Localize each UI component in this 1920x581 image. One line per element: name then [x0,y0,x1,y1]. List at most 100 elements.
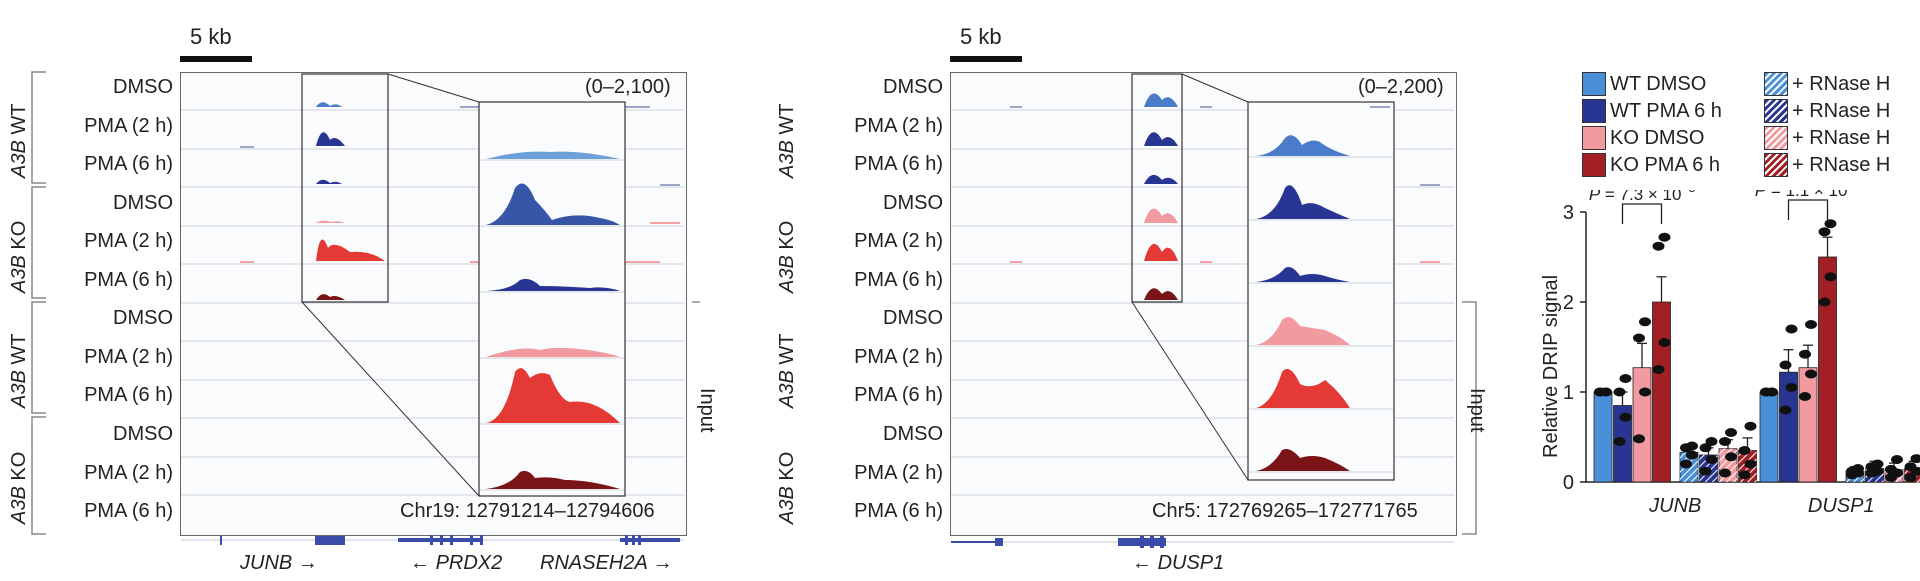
legend-swatch [1582,72,1606,96]
legend-swatch [1582,99,1606,123]
gene-label: JUNB → [240,552,318,574]
data-point [1658,232,1671,242]
data-point [1766,387,1778,397]
track-signal [1144,243,1178,261]
data-point [1619,412,1632,422]
track-label: PMA (6 h) [84,384,173,406]
left-arrow-icon: ← [1132,552,1152,574]
right-coordinate-label: Chr5: 172769265–172771765 [1152,500,1418,522]
x-category-label: JUNB [1648,495,1701,517]
data-point [1904,473,1917,482]
zoom-signal [1256,267,1350,282]
legend-item: WT PMA 6 h [1582,99,1722,123]
data-point [1738,446,1751,455]
data-point [1699,443,1712,453]
y-tick-label: 3 [1563,202,1574,224]
legend-item: KO PMA 6 h [1582,153,1720,177]
x-category-label: DUSP1 [1808,495,1875,517]
data-point [1744,459,1757,469]
track-label: PMA (6 h) [854,269,943,291]
gene-label: RNASEH2A → [540,552,673,574]
track-label: PMA (2 h) [854,462,943,484]
gene-label: ← PRDX2 [410,552,503,574]
data-point [1818,227,1831,237]
data-point [1805,320,1817,329]
data-point [1738,470,1751,480]
track-signal [316,220,345,223]
right-gene-track [951,536,1454,548]
legend-swatch [1764,99,1788,123]
p-value-label: P = 1.1 × 10−2 [1755,190,1862,200]
track-label: PMA (2 h) [84,115,173,137]
zoom-signal [486,470,620,489]
legend: WT DMSO WT PMA 6 h KO DMSO KO PMA 6 h + RNas… [1582,72,1912,184]
track-label: DMSO [113,423,173,445]
data-point [1680,459,1692,469]
bar [1818,256,1837,483]
track-signal [1144,208,1178,223]
left-coordinate-label: Chr19: 12791214–12794606 [400,500,655,522]
legend-label: WT PMA 6 h [1610,99,1722,122]
right-track-labels: DMSO PMA (2 h) PMA (6 h) DMSO PMA (2 h) … [810,72,943,534]
track-signal [316,132,345,146]
track-label: DMSO [883,76,943,98]
data-point [1639,387,1651,397]
data-point [1725,452,1737,462]
legend-label: + RNase H [1792,126,1891,149]
y-axis-label: Relative DRIP signal [1540,274,1562,458]
legend-label: + RNase H [1792,99,1891,122]
zoom-signal [1256,449,1350,471]
data-point [1910,454,1920,464]
y-tick-label: 0 [1563,472,1574,494]
track-label: PMA (6 h) [854,384,943,406]
bar [1593,391,1613,483]
track-signal [1144,288,1178,300]
data-point [1799,392,1811,401]
track-label: DMSO [883,307,943,329]
track-label: PMA (6 h) [854,153,943,175]
track-label: PMA (6 h) [84,500,173,522]
data-point [1824,272,1837,282]
left-scale-bar [180,56,252,62]
track-signal [316,294,345,300]
data-point [1652,365,1665,374]
data-point [1785,383,1798,392]
data-point [1904,462,1917,472]
data-point [1719,437,1731,446]
track-signal [316,102,342,107]
track-label: PMA (6 h) [84,153,173,175]
data-point [1885,464,1897,474]
data-point [1785,324,1798,334]
data-point [1613,387,1626,397]
zoom-signal [1256,185,1350,219]
track-label: PMA (6 h) [854,500,943,522]
bar [1632,367,1652,483]
y-tick-label: 1 [1563,382,1574,404]
p-value-label: P = 7.3 × 10−3 [1589,190,1696,204]
track-label: DMSO [113,307,173,329]
right-tracks-svg [951,73,1477,535]
left-arrow-icon: ← [410,552,430,574]
data-point [1705,437,1718,446]
track-label: DMSO [113,76,173,98]
track-signal [1144,93,1178,107]
legend-label: KO DMSO [1610,126,1705,149]
zoom-signal [1256,317,1350,345]
left-group-brackets [31,71,700,535]
track-label: PMA (6 h) [84,269,173,291]
data-point [1652,241,1665,251]
bar [1779,371,1798,483]
zoom-signal [486,368,620,423]
track-label: PMA (2 h) [84,462,173,484]
data-point [1818,297,1831,307]
track-signal [316,179,342,184]
data-point [1633,333,1645,343]
data-point [1600,387,1612,397]
significance-bracket [1787,199,1829,220]
data-point [1799,349,1811,359]
data-point [1725,428,1737,437]
legend-swatch [1582,153,1606,177]
track-label: PMA (2 h) [84,230,173,252]
data-point [1658,338,1671,347]
legend-label: + RNase H [1792,72,1891,95]
